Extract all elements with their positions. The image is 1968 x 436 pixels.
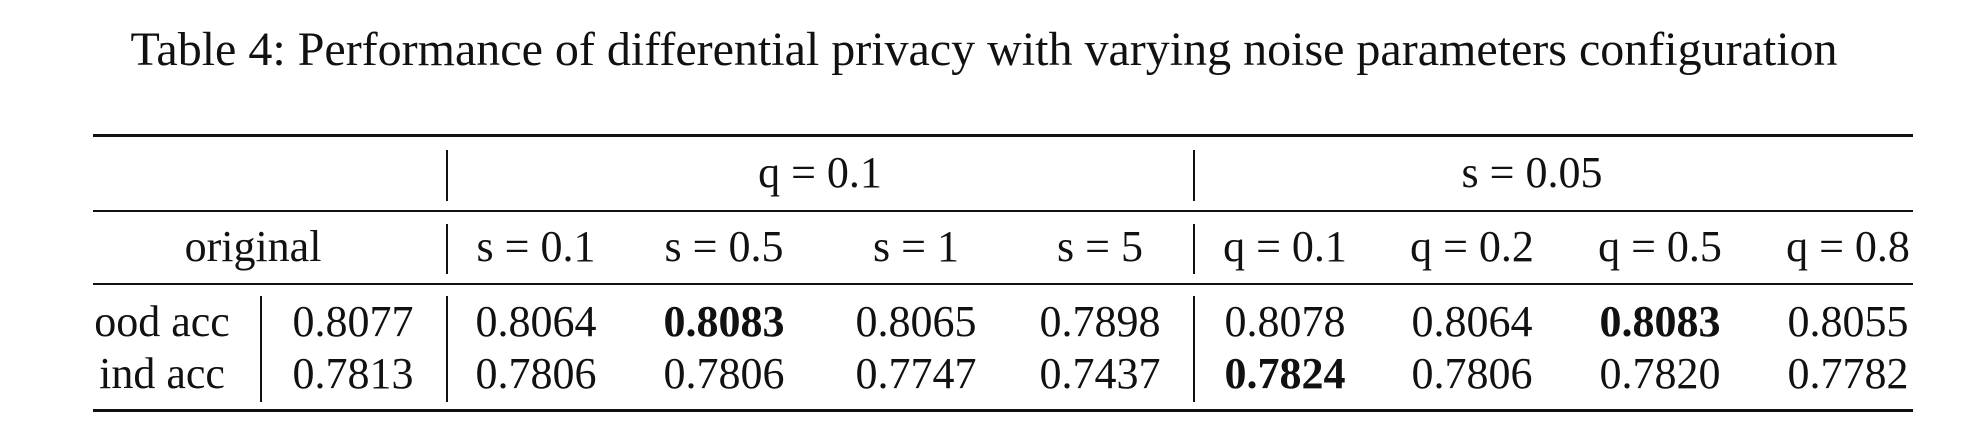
table-cell: 0.7898 bbox=[1039, 297, 1161, 346]
table-cell: 0.7806 bbox=[663, 349, 785, 398]
separator-qgroup-sgroup bbox=[1193, 150, 1195, 201]
original-value: 0.7813 bbox=[292, 349, 414, 398]
subheader-q-group-col: s = 0.1 bbox=[476, 222, 596, 271]
table-cell-best: 0.8083 bbox=[663, 297, 785, 346]
table-cell: 0.7820 bbox=[1599, 349, 1721, 398]
table-cell-best: 0.8083 bbox=[1599, 297, 1721, 346]
table-cell: 0.8064 bbox=[475, 297, 597, 346]
top-rule bbox=[93, 134, 1913, 137]
table-cell: 0.7806 bbox=[1411, 349, 1533, 398]
table-cell: 0.8078 bbox=[1224, 297, 1346, 346]
separator-original-qgroup bbox=[446, 296, 448, 402]
table-cell: 0.7747 bbox=[855, 349, 977, 398]
subheader-q-group-col: s = 5 bbox=[1057, 222, 1143, 271]
subheader-s-group-col: q = 0.1 bbox=[1223, 222, 1347, 271]
group-header-q: q = 0.1 bbox=[758, 148, 882, 197]
header-midrule bbox=[93, 210, 1913, 212]
subheader-s-group-col: q = 0.8 bbox=[1786, 222, 1910, 271]
table-cell: 0.7782 bbox=[1787, 349, 1909, 398]
subheader-s-group-col: q = 0.5 bbox=[1598, 222, 1722, 271]
separator-original-qgroup bbox=[446, 224, 448, 274]
group-header-s: s = 0.05 bbox=[1461, 148, 1603, 197]
table-cell: 0.8064 bbox=[1411, 297, 1533, 346]
subheader-original: original bbox=[184, 222, 322, 271]
subheader-s-group-col: q = 0.2 bbox=[1410, 222, 1534, 271]
table-cell-best: 0.7824 bbox=[1224, 349, 1346, 398]
table-caption: Table 4: Performance of differential pri… bbox=[130, 23, 1838, 76]
row-label: ood acc bbox=[94, 297, 230, 346]
table-cell: 0.8055 bbox=[1787, 297, 1909, 346]
separator-label-original bbox=[260, 296, 262, 402]
table-cell: 0.7806 bbox=[475, 349, 597, 398]
original-value: 0.8077 bbox=[292, 297, 414, 346]
separator-original-qgroup bbox=[446, 150, 448, 201]
subheader-midrule bbox=[93, 283, 1913, 285]
separator-qgroup-sgroup bbox=[1193, 224, 1195, 274]
table-cell: 0.8065 bbox=[855, 297, 977, 346]
separator-qgroup-sgroup bbox=[1193, 296, 1195, 402]
subheader-q-group-col: s = 1 bbox=[873, 222, 959, 271]
subheader-q-group-col: s = 0.5 bbox=[664, 222, 784, 271]
bottom-rule bbox=[93, 409, 1913, 412]
table-cell: 0.7437 bbox=[1039, 349, 1161, 398]
row-label: ind acc bbox=[99, 349, 225, 398]
